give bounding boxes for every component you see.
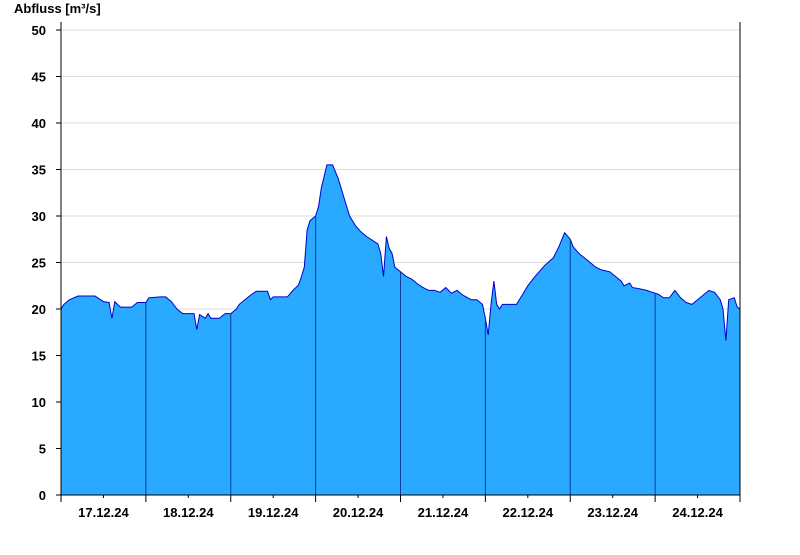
x-tick-label: 22.12.24 xyxy=(503,505,554,520)
y-tick-label: 30 xyxy=(32,209,46,224)
x-tick-label: 18.12.24 xyxy=(163,505,214,520)
x-tick-label: 24.12.24 xyxy=(672,505,723,520)
y-tick-label: 50 xyxy=(32,23,46,38)
y-tick-label: 35 xyxy=(32,163,46,178)
x-tick-label: 20.12.24 xyxy=(333,505,384,520)
y-axis-label: Abfluss [m³/s] xyxy=(14,1,101,16)
x-tick-label: 19.12.24 xyxy=(248,505,299,520)
x-tick-label: 23.12.24 xyxy=(587,505,638,520)
y-tick-label: 5 xyxy=(39,442,46,457)
y-tick-label: 0 xyxy=(39,488,46,503)
y-tick-label: 15 xyxy=(32,349,46,364)
y-tick-label: 20 xyxy=(32,302,46,317)
x-tick-label: 17.12.24 xyxy=(78,505,129,520)
discharge-line xyxy=(60,164,741,341)
y-tick-label: 25 xyxy=(32,256,46,271)
y-tick-label: 40 xyxy=(32,116,46,131)
x-tick-label: 21.12.24 xyxy=(418,505,469,520)
y-tick-label: 45 xyxy=(32,70,46,85)
y-tick-label: 10 xyxy=(32,395,46,410)
